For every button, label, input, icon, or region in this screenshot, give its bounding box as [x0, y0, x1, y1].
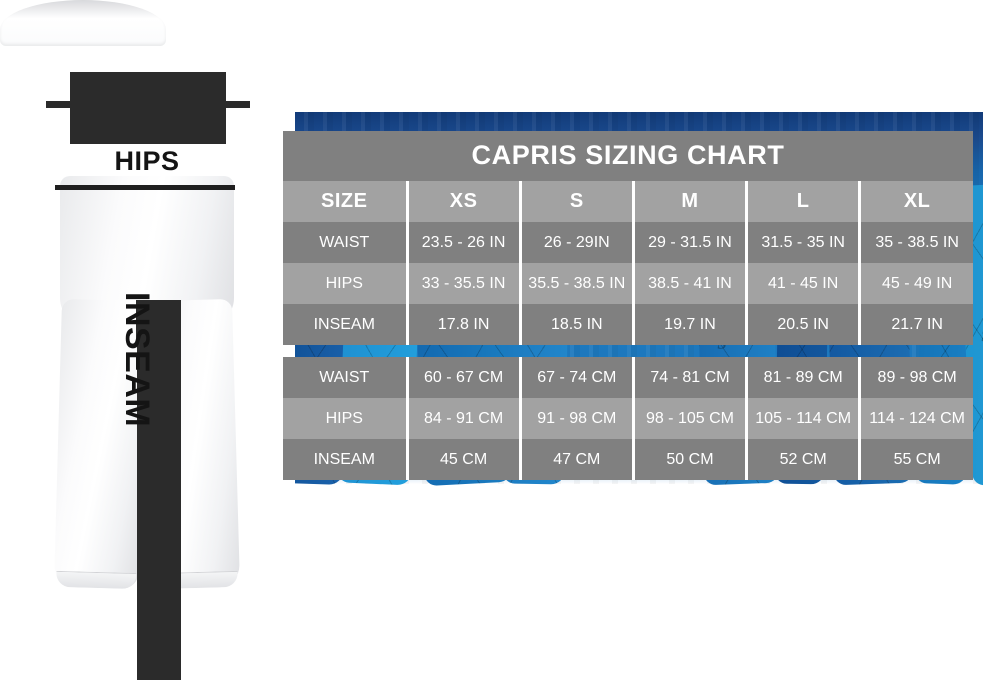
- cell-inseam-xs: 17.8 IN: [405, 304, 522, 345]
- cell-waist-xl: 35 - 38.5 IN: [858, 222, 973, 263]
- cell-waist-xs: 23.5 - 26 IN: [405, 222, 522, 263]
- cell-inseam-cm-m: 50 CM: [631, 439, 749, 480]
- cell-hips-l: 41 - 45 IN: [745, 263, 862, 304]
- column-header-xs: XS: [405, 181, 522, 222]
- cell-hips-cm-l: 105 - 114 CM: [745, 398, 862, 439]
- row-label-inseam: INSEAM: [283, 304, 409, 345]
- cell-waist-cm-m: 74 - 81 CM: [631, 357, 749, 398]
- table-row: INSEAM 45 CM 47 CM 50 CM 52 CM 55 CM: [283, 439, 973, 480]
- waist-tick-left: [46, 101, 80, 108]
- cell-inseam-xl: 21.7 IN: [858, 304, 973, 345]
- cell-hips-s: 35.5 - 38.5 IN: [518, 263, 635, 304]
- row-label-inseam-cm: INSEAM: [283, 439, 409, 480]
- cell-waist-cm-xl: 89 - 98 CM: [858, 357, 973, 398]
- sizing-table-imperial: SIZE XS S M L XL WAIST 23.5 - 26 IN 26 -…: [283, 181, 973, 345]
- cell-inseam-l: 20.5 IN: [745, 304, 862, 345]
- cell-waist-cm-xs: 60 - 67 CM: [405, 357, 522, 398]
- brand-logo-icon: S: [980, 325, 983, 346]
- waist-tick-right: [216, 101, 250, 108]
- sizing-chart-metric: WAIST 60 - 67 CM 67 - 74 CM 74 - 81 CM 8…: [283, 357, 973, 480]
- cell-waist-cm-l: 81 - 89 CM: [745, 357, 862, 398]
- row-label-waist: WAIST: [283, 222, 409, 263]
- left-leg-cuff: [55, 570, 137, 590]
- cell-waist-l: 31.5 - 35 IN: [745, 222, 862, 263]
- cell-hips-m: 38.5 - 41 IN: [631, 263, 749, 304]
- column-header-s: S: [518, 181, 635, 222]
- top-dark-block: [70, 72, 226, 144]
- chart-title: CAPRIS SIZING CHART: [283, 131, 973, 181]
- garment-waistband: [0, 0, 166, 46]
- table-row: HIPS 84 - 91 CM 91 - 98 CM 98 - 105 CM 1…: [283, 398, 973, 439]
- sizing-table-metric: WAIST 60 - 67 CM 67 - 74 CM 74 - 81 CM 8…: [283, 357, 973, 480]
- column-header-l: L: [745, 181, 862, 222]
- column-header-m: M: [631, 181, 749, 222]
- cell-inseam-s: 18.5 IN: [518, 304, 635, 345]
- cell-inseam-cm-s: 47 CM: [518, 439, 635, 480]
- cell-inseam-cm-xl: 55 CM: [858, 439, 973, 480]
- cell-waist-m: 29 - 31.5 IN: [631, 222, 749, 263]
- column-header-xl: XL: [858, 181, 973, 222]
- center-dark-bar: [137, 300, 181, 680]
- cell-waist-s: 26 - 29IN: [518, 222, 635, 263]
- table-row: WAIST 60 - 67 CM 67 - 74 CM 74 - 81 CM 8…: [283, 357, 973, 398]
- table-row: INSEAM 17.8 IN 18.5 IN 19.7 IN 20.5 IN 2…: [283, 304, 973, 345]
- inseam-measure-label: INSEAM: [118, 292, 156, 428]
- row-label-hips: HIPS: [283, 263, 409, 304]
- hips-measure-label: HIPS: [114, 146, 180, 176]
- sizing-chart-imperial: CAPRIS SIZING CHART SIZE XS S M L XL WAI…: [283, 131, 973, 345]
- table-row: HIPS 33 - 35.5 IN 35.5 - 38.5 IN 38.5 - …: [283, 263, 973, 304]
- cell-inseam-cm-xs: 45 CM: [405, 439, 522, 480]
- cell-hips-xl: 45 - 49 IN: [858, 263, 973, 304]
- cell-hips-cm-xl: 114 - 124 CM: [858, 398, 973, 439]
- row-label-hips-cm: HIPS: [283, 398, 409, 439]
- column-header-size: SIZE: [283, 181, 409, 222]
- row-label-waist-cm: WAIST: [283, 357, 409, 398]
- cell-inseam-m: 19.7 IN: [631, 304, 749, 345]
- cell-waist-cm-s: 67 - 74 CM: [518, 357, 635, 398]
- hips-measure-line: [55, 185, 235, 190]
- cell-hips-cm-s: 91 - 98 CM: [518, 398, 635, 439]
- capris-measurement-illustration: HIPS INSEAM: [0, 0, 300, 700]
- cell-hips-cm-xs: 84 - 91 CM: [405, 398, 522, 439]
- cell-inseam-cm-l: 52 CM: [745, 439, 862, 480]
- cell-hips-xs: 33 - 35.5 IN: [405, 263, 522, 304]
- cell-hips-cm-m: 98 - 105 CM: [631, 398, 749, 439]
- table-row: WAIST 23.5 - 26 IN 26 - 29IN 29 - 31.5 I…: [283, 222, 973, 263]
- table-header-row: SIZE XS S M L XL: [283, 181, 973, 222]
